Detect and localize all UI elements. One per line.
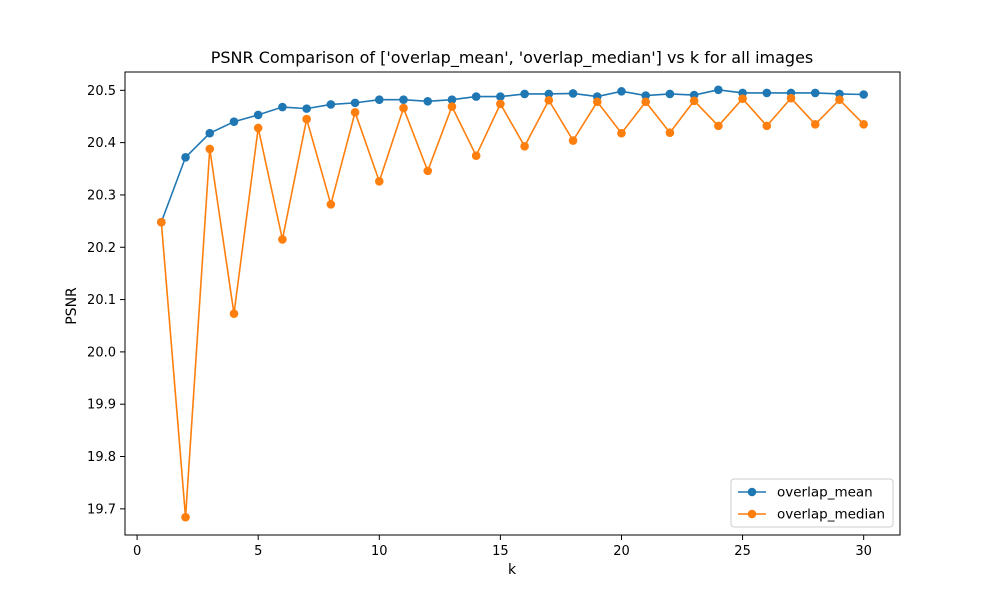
y-axis-label: PSNR — [64, 287, 80, 325]
data-point-overlap_median — [568, 136, 578, 145]
y-tick-label: 20.3 — [87, 188, 116, 203]
y-axis-ticks: 19.7 19.8 19.9 20.0 20.1 20.2 20.3 20.4 20.5 — [87, 84, 125, 517]
data-point-overlap_mean — [350, 98, 360, 108]
data-point-overlap_median — [229, 309, 239, 319]
legend-swatch-marker — [747, 487, 757, 497]
data-point-overlap_median — [689, 96, 699, 106]
y-tick-label: 20.0 — [87, 345, 116, 360]
legend: overlap_mean overlap_median — [730, 478, 894, 528]
data-point-overlap_median — [520, 141, 529, 151]
data-point-overlap_mean — [374, 95, 384, 105]
data-point-overlap_median — [205, 144, 215, 154]
data-point-overlap_mean — [181, 152, 190, 162]
data-point-overlap_median — [714, 121, 723, 131]
data-point-overlap_median — [835, 95, 844, 105]
data-point-overlap_mean — [617, 87, 626, 96]
series-line-overlap_mean — [160, 88, 864, 223]
x-tick-label: 25 — [734, 544, 751, 559]
y-tick-label: 20.5 — [87, 84, 116, 99]
legend-label: overlap_median — [777, 507, 885, 523]
x-tick-label: 15 — [492, 544, 509, 559]
data-point-overlap_median — [859, 120, 868, 129]
plot-frame — [124, 71, 901, 536]
data-point-overlap_mean — [762, 88, 772, 98]
data-point-overlap_mean — [229, 117, 239, 127]
data-point-overlap_median — [471, 151, 481, 161]
data-point-overlap_median — [786, 93, 796, 103]
data-point-overlap_median — [350, 107, 360, 117]
data-point-overlap_mean — [447, 95, 457, 105]
data-point-overlap_mean — [859, 90, 868, 99]
data-point-overlap_median — [181, 512, 190, 522]
y-tick-label: 19.9 — [87, 398, 116, 413]
data-point-overlap_mean — [205, 128, 215, 138]
data-point-overlap_mean — [471, 92, 481, 101]
chart-title: PSNR Comparison of ['overlap_mean', 'ove… — [211, 48, 814, 68]
plot-series — [157, 85, 868, 522]
data-point-overlap_median — [641, 97, 651, 107]
data-point-overlap_median — [665, 128, 675, 137]
x-tick-label: 20 — [613, 544, 630, 559]
data-point-overlap_mean — [423, 96, 433, 106]
x-tick-label: 30 — [855, 544, 872, 559]
data-point-overlap_median — [810, 120, 820, 129]
y-tick-label: 20.2 — [87, 241, 116, 256]
series-line-overlap_median — [160, 96, 865, 518]
y-tick-label: 19.7 — [87, 502, 116, 517]
data-point-overlap_mean — [399, 95, 408, 105]
data-point-overlap_median — [253, 123, 263, 133]
x-tick-label: 5 — [254, 544, 262, 559]
legend-label: overlap_mean — [777, 485, 873, 501]
data-point-overlap_mean — [544, 89, 554, 99]
data-point-overlap_median — [326, 200, 336, 209]
data-point-overlap_mean — [641, 91, 651, 100]
x-tick-label: 10 — [371, 544, 388, 559]
data-point-overlap_median — [592, 97, 602, 107]
y-tick-label: 19.8 — [87, 450, 116, 465]
x-axis-ticks: 0 5 10 15 20 25 30 — [133, 535, 872, 559]
data-point-overlap_median — [374, 177, 384, 186]
data-point-overlap_median — [762, 121, 772, 131]
data-point-overlap_mean — [253, 110, 263, 120]
data-point-overlap_median — [496, 99, 505, 109]
y-tick-label: 20.4 — [87, 136, 116, 151]
data-point-overlap_median — [423, 166, 433, 176]
data-point-overlap_mean — [568, 89, 578, 98]
data-point-overlap_mean — [810, 88, 820, 98]
x-tick-label: 0 — [133, 544, 141, 559]
data-point-overlap_median — [399, 103, 408, 113]
data-point-overlap_median — [278, 235, 287, 244]
data-point-overlap_median — [617, 128, 626, 138]
data-point-overlap_median — [447, 102, 457, 111]
x-axis-label: k — [508, 562, 517, 578]
data-point-overlap_mean — [278, 102, 287, 112]
y-tick-label: 20.1 — [87, 293, 116, 308]
data-point-overlap_mean — [302, 104, 311, 113]
data-point-overlap_mean — [496, 92, 505, 101]
data-point-overlap_mean — [520, 89, 529, 99]
data-point-overlap_mean — [326, 100, 336, 109]
legend-box — [730, 478, 894, 528]
data-point-overlap_median — [544, 95, 554, 105]
data-point-overlap_median — [302, 114, 311, 124]
data-point-overlap_mean — [714, 85, 723, 95]
legend-swatch-marker — [747, 509, 757, 519]
data-point-overlap_mean — [665, 89, 675, 99]
data-point-overlap_median — [738, 94, 747, 103]
data-point-overlap_median — [157, 217, 166, 227]
